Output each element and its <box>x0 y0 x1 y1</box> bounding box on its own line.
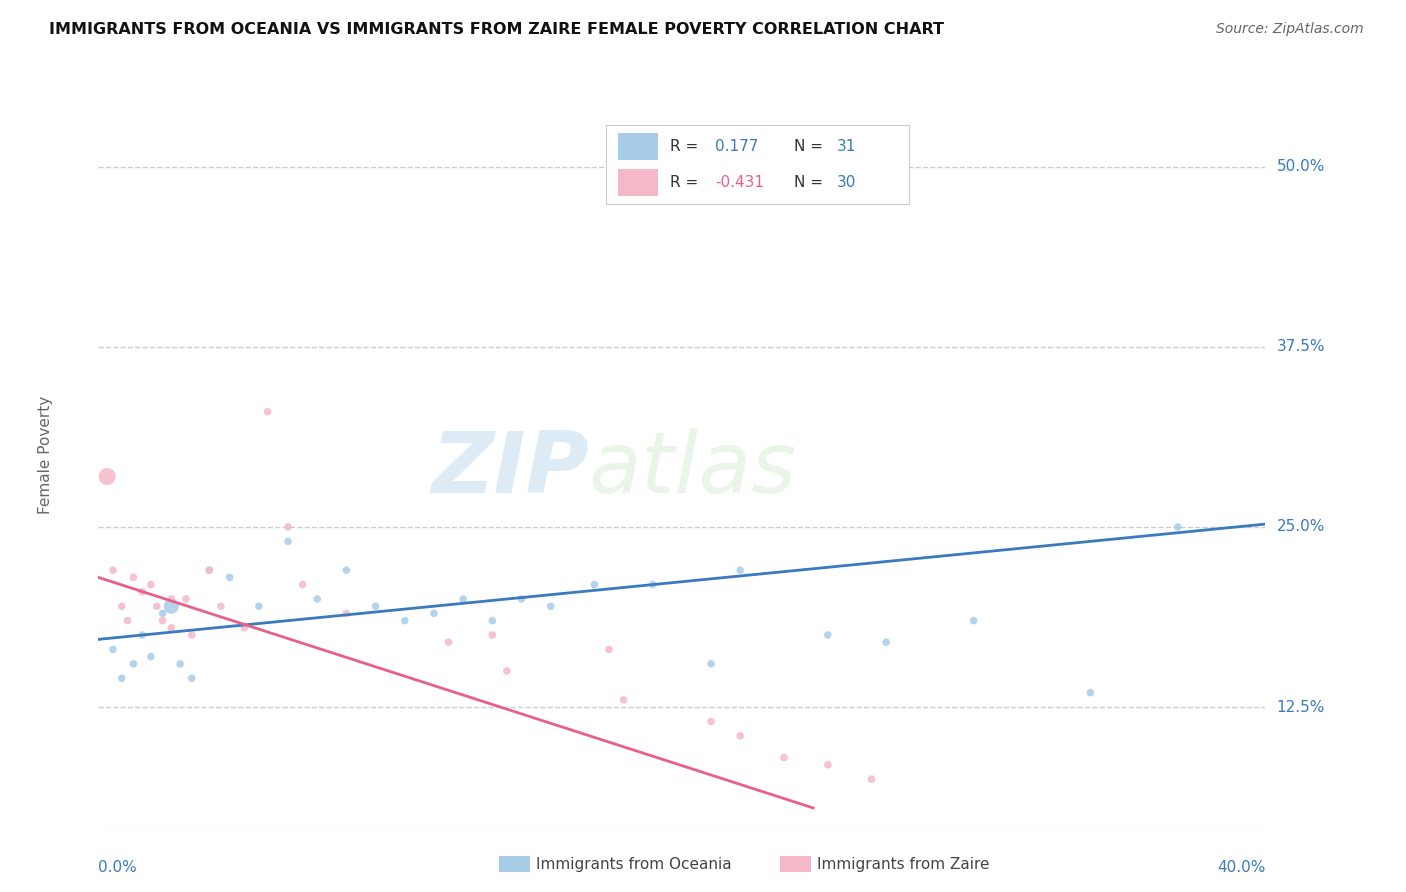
Point <box>180 671 202 685</box>
Point <box>101 642 124 657</box>
Point <box>152 607 174 621</box>
Point <box>700 714 723 729</box>
Point <box>131 584 153 599</box>
Point <box>875 635 897 649</box>
Point <box>307 592 329 607</box>
Text: 37.5%: 37.5% <box>1277 339 1324 354</box>
Text: 12.5%: 12.5% <box>1277 699 1324 714</box>
Point <box>277 534 299 549</box>
Point <box>101 563 124 577</box>
Text: Female Poverty: Female Poverty <box>38 396 53 514</box>
Point <box>122 657 145 671</box>
Point <box>180 628 202 642</box>
Text: 25.0%: 25.0% <box>1277 519 1324 534</box>
Point <box>256 405 278 419</box>
Point <box>817 757 839 772</box>
Point <box>612 693 634 707</box>
Point <box>198 563 221 577</box>
Point <box>111 671 134 685</box>
Point <box>364 599 387 614</box>
Point <box>510 592 533 607</box>
Point <box>117 614 139 628</box>
Point <box>481 614 503 628</box>
Point <box>160 599 183 614</box>
Text: 0.0%: 0.0% <box>98 860 138 875</box>
Point <box>277 520 299 534</box>
Point <box>169 657 191 671</box>
Point <box>233 621 256 635</box>
Point <box>160 621 183 635</box>
Point <box>1080 686 1102 700</box>
Point <box>583 577 606 591</box>
Point <box>423 607 446 621</box>
Point <box>700 657 723 671</box>
Text: 50.0%: 50.0% <box>1277 160 1324 174</box>
Point <box>773 750 796 764</box>
Point <box>481 628 503 642</box>
Point <box>209 599 232 614</box>
Point <box>598 642 620 657</box>
Text: IMMIGRANTS FROM OCEANIA VS IMMIGRANTS FROM ZAIRE FEMALE POVERTY CORRELATION CHAR: IMMIGRANTS FROM OCEANIA VS IMMIGRANTS FR… <box>49 22 945 37</box>
Point <box>1167 520 1189 534</box>
Point <box>540 599 562 614</box>
Point <box>730 563 752 577</box>
Point <box>160 592 183 607</box>
Point <box>335 607 357 621</box>
Point <box>146 599 169 614</box>
Text: Immigrants from Oceania: Immigrants from Oceania <box>536 857 731 871</box>
Text: atlas: atlas <box>589 428 797 511</box>
Point <box>122 570 145 584</box>
Point <box>198 563 221 577</box>
Point <box>394 614 416 628</box>
Point <box>730 729 752 743</box>
Point <box>437 635 460 649</box>
Text: Immigrants from Zaire: Immigrants from Zaire <box>817 857 990 871</box>
Point <box>817 628 839 642</box>
Point <box>496 664 519 678</box>
Point <box>291 577 314 591</box>
Point <box>139 577 162 591</box>
Point <box>247 599 270 614</box>
Point <box>962 614 984 628</box>
Point <box>152 614 174 628</box>
Point <box>131 628 153 642</box>
Point <box>96 469 118 483</box>
Point <box>139 649 162 664</box>
Point <box>174 592 197 607</box>
Point <box>451 592 474 607</box>
Point <box>111 599 134 614</box>
Text: ZIP: ZIP <box>430 428 589 511</box>
Point <box>860 772 883 786</box>
Text: Source: ZipAtlas.com: Source: ZipAtlas.com <box>1216 22 1364 37</box>
Point <box>641 577 664 591</box>
Point <box>218 570 240 584</box>
Text: 40.0%: 40.0% <box>1218 860 1265 875</box>
Point <box>335 563 357 577</box>
